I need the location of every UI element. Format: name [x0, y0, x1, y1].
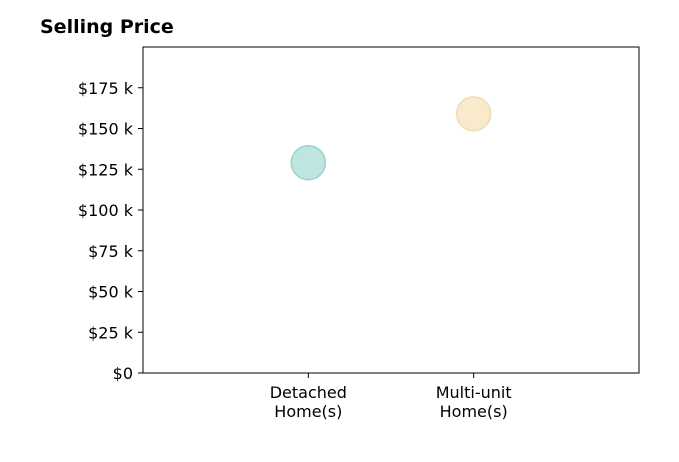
y-tick-label: $75 k	[88, 242, 134, 261]
y-tick-label: $50 k	[88, 283, 134, 302]
y-tick-label: $125 k	[78, 160, 134, 179]
data-point	[290, 144, 327, 181]
y-tick-label: $0	[113, 364, 133, 383]
plot-frame	[142, 46, 640, 374]
y-tick-label: $175 k	[78, 79, 134, 98]
x-tick-label: Home(s)	[274, 402, 342, 421]
y-tick-label: $25 k	[88, 323, 134, 342]
x-tick-label: Multi-unit	[436, 383, 512, 402]
x-tick-label: Home(s)	[440, 402, 508, 421]
chart-title: Selling Price	[40, 16, 174, 38]
y-tick-label: $100 k	[78, 201, 134, 220]
y-tick-label: $150 k	[78, 120, 134, 139]
x-tick-label: Detached	[270, 383, 347, 402]
data-point	[455, 96, 492, 132]
chart-marks: $0 $25 k $50 k $75 k $100 k $125 k $150 k $175 …	[78, 46, 640, 421]
